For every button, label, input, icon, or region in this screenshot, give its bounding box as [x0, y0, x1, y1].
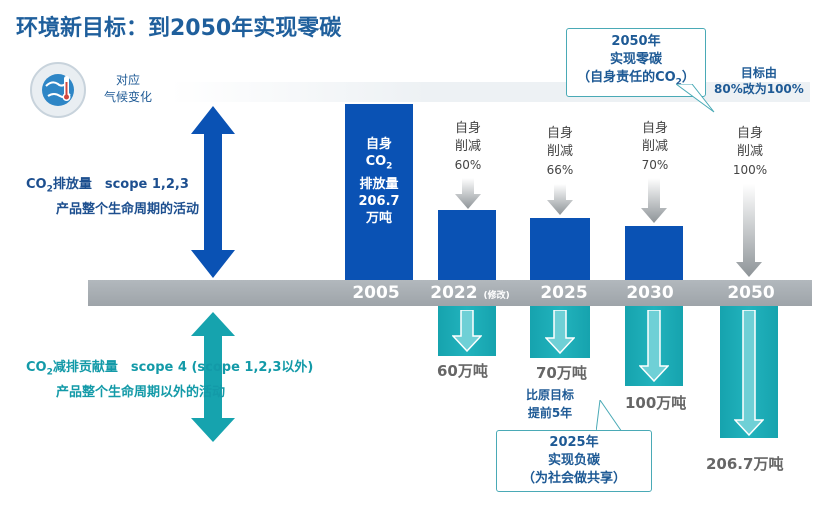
emission-range-arrow [191, 106, 235, 278]
contribution-value-2030: 100万吨 [625, 394, 687, 412]
climate-label: 对应 气候变化 [88, 72, 168, 106]
timeline-year-2030: 2030 [604, 280, 696, 306]
emission-legend-line2: 产品整个生命周期的活动 [56, 201, 200, 217]
callout-pointer-2050 [676, 84, 715, 113]
down-arrow-2050 [736, 184, 762, 277]
timeline-year-2050: 2050 [690, 280, 812, 306]
down-arrow-2025 [547, 184, 573, 215]
globe-thermometer-icon [30, 62, 86, 118]
base-emission-bar-2005: 自身 CO2 排放量 206.7 万吨 [345, 104, 413, 280]
contribution-range-arrow [191, 312, 235, 442]
emission-legend: CO2排放量 scope 1,2,3 产品整个生命周期的活动 [26, 177, 200, 217]
callout-pointer-2025 [596, 400, 623, 433]
contribution-value-2025: 70万吨 [536, 364, 587, 382]
ahead-schedule-note: 比原目标 提前5年 [526, 388, 575, 420]
reduction-label-2030: 自身 削减 70% [641, 121, 669, 172]
contribution-value-2050: 206.7万吨 [706, 455, 784, 473]
down-arrow-2030 [641, 178, 667, 223]
callout-2025-negative-carbon: 2025年 实现负碳 （为社会做共享） [496, 430, 652, 492]
timeline-year-2025: 2025 [518, 280, 610, 306]
down-arrow-contribution-2025 [545, 310, 575, 354]
emission-bar-2025 [530, 218, 590, 280]
reduction-label-2025: 自身 削减 66% [546, 126, 574, 177]
page-title: 环境新目标：到2050年实现零碳 [16, 16, 342, 41]
climate-label-line1: 对应 [115, 73, 140, 87]
down-arrow-contribution-2022 [452, 310, 482, 352]
down-arrow-2022 [455, 178, 481, 209]
timeline-year-2022: 2022 (修改) [416, 280, 524, 306]
reduction-label-2022: 自身 削减 60% [454, 121, 482, 172]
emission-bar-2030 [625, 226, 683, 280]
down-arrow-contribution-2030 [639, 310, 669, 382]
climate-label-line2: 气候变化 [103, 90, 152, 104]
down-arrow-contribution-2050 [734, 310, 764, 436]
reduction-label-2050: 自身 削减 100% [732, 126, 768, 177]
timeline-year-2005: 2005 [330, 280, 422, 306]
contribution-value-2022: 60万吨 [437, 362, 488, 380]
contribution-legend: CO2减排贡献量 scope 4 (scope 1,2,3以外) 产品整个生命周… [26, 360, 314, 400]
target-change-note: 目标由 80%改为100% [714, 66, 804, 96]
emission-bar-2022 [438, 210, 496, 280]
contribution-legend-line2: 产品整个生命周期以外的活动 [56, 384, 226, 400]
